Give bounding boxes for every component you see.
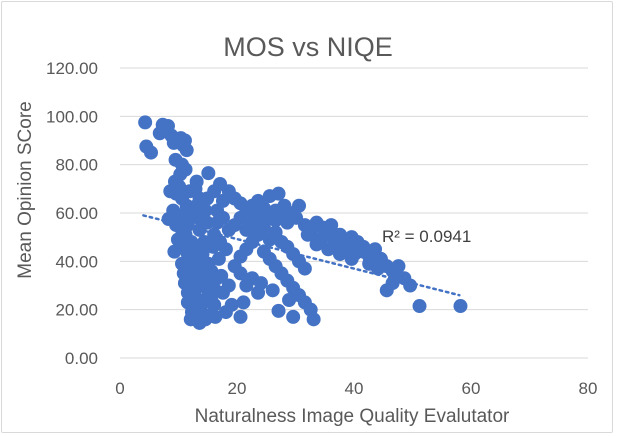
x-tick-label: 60: [462, 379, 481, 398]
data-point: [306, 312, 321, 327]
data-point: [167, 244, 182, 259]
data-point: [271, 303, 286, 318]
data-point: [277, 198, 292, 213]
data-point: [138, 115, 153, 130]
data-point: [289, 210, 304, 225]
x-tick-label: 0: [115, 379, 124, 398]
data-point: [297, 261, 312, 276]
data-point: [180, 218, 195, 233]
data-point: [179, 143, 194, 158]
data-point: [168, 152, 183, 167]
data-point: [144, 145, 159, 160]
data-point: [265, 283, 280, 298]
data-point: [251, 193, 266, 208]
data-point: [210, 215, 225, 230]
y-tick-label: 20.00: [55, 301, 98, 320]
data-point: [189, 174, 204, 189]
y-axis-label: Mean Opinion SCore: [15, 101, 36, 278]
data-point: [208, 309, 223, 324]
data-point: [286, 309, 301, 324]
data-point: [218, 305, 233, 320]
data-point: [251, 285, 266, 300]
data-point: [370, 261, 385, 276]
data-point: [233, 309, 248, 324]
data-point: [197, 235, 212, 249]
data-point: [347, 247, 362, 262]
y-tick-label: 40.00: [55, 252, 98, 271]
data-point: [201, 166, 216, 181]
data-point: [236, 295, 251, 310]
data-point: [453, 299, 468, 314]
data-point: [282, 293, 297, 307]
scatter-chart: MOS vs NIQE 0.00 20.00 40.00 60.00 80.00 100.…: [15, 32, 597, 427]
data-point: [268, 213, 283, 228]
data-point: [245, 271, 260, 286]
data-point: [248, 213, 263, 228]
data-point: [300, 227, 315, 242]
data-point: [192, 278, 207, 293]
data-point: [218, 242, 233, 257]
data-point: [312, 232, 327, 247]
chart-area: MOS vs NIQE 0.00 20.00 40.00 60.00 80.00 100.…: [1, 1, 613, 433]
y-tick-label: 120.00: [46, 59, 98, 78]
x-tick-label: 20: [228, 379, 247, 398]
data-point: [233, 266, 248, 281]
data-point: [403, 278, 418, 293]
data-point: [292, 198, 307, 213]
x-tick-label: 40: [345, 379, 364, 398]
data-point: [271, 186, 286, 201]
data-point: [324, 218, 339, 233]
r-squared-label: R² = 0.0941: [382, 227, 471, 246]
data-point: [221, 222, 236, 237]
data-point: [186, 242, 201, 257]
chart-title: MOS vs NIQE: [223, 32, 393, 62]
x-axis-label: Naturalness Image Quality Evalutator: [195, 406, 510, 427]
data-points: [138, 115, 468, 330]
y-tick-label: 0.00: [65, 349, 98, 368]
y-tick-labels: 0.00 20.00 40.00 60.00 80.00 100.00 120.00: [46, 59, 98, 368]
data-point: [215, 193, 230, 208]
data-point: [211, 251, 226, 266]
y-tick-label: 100.00: [46, 107, 98, 126]
data-point: [239, 222, 254, 237]
data-point: [412, 299, 427, 314]
data-point: [198, 266, 213, 281]
data-point: [221, 278, 236, 293]
x-tick-labels: 0 20 40 60 80: [115, 379, 597, 398]
data-point: [183, 206, 198, 220]
data-point: [214, 268, 229, 283]
y-tick-label: 60.00: [55, 204, 98, 223]
data-point: [335, 237, 350, 252]
data-point: [388, 268, 403, 283]
data-point: [192, 191, 207, 206]
y-tick-label: 80.00: [55, 156, 98, 175]
x-tick-label: 80: [579, 379, 598, 398]
data-point: [207, 297, 222, 312]
data-point: [182, 184, 197, 199]
data-point: [172, 179, 187, 194]
